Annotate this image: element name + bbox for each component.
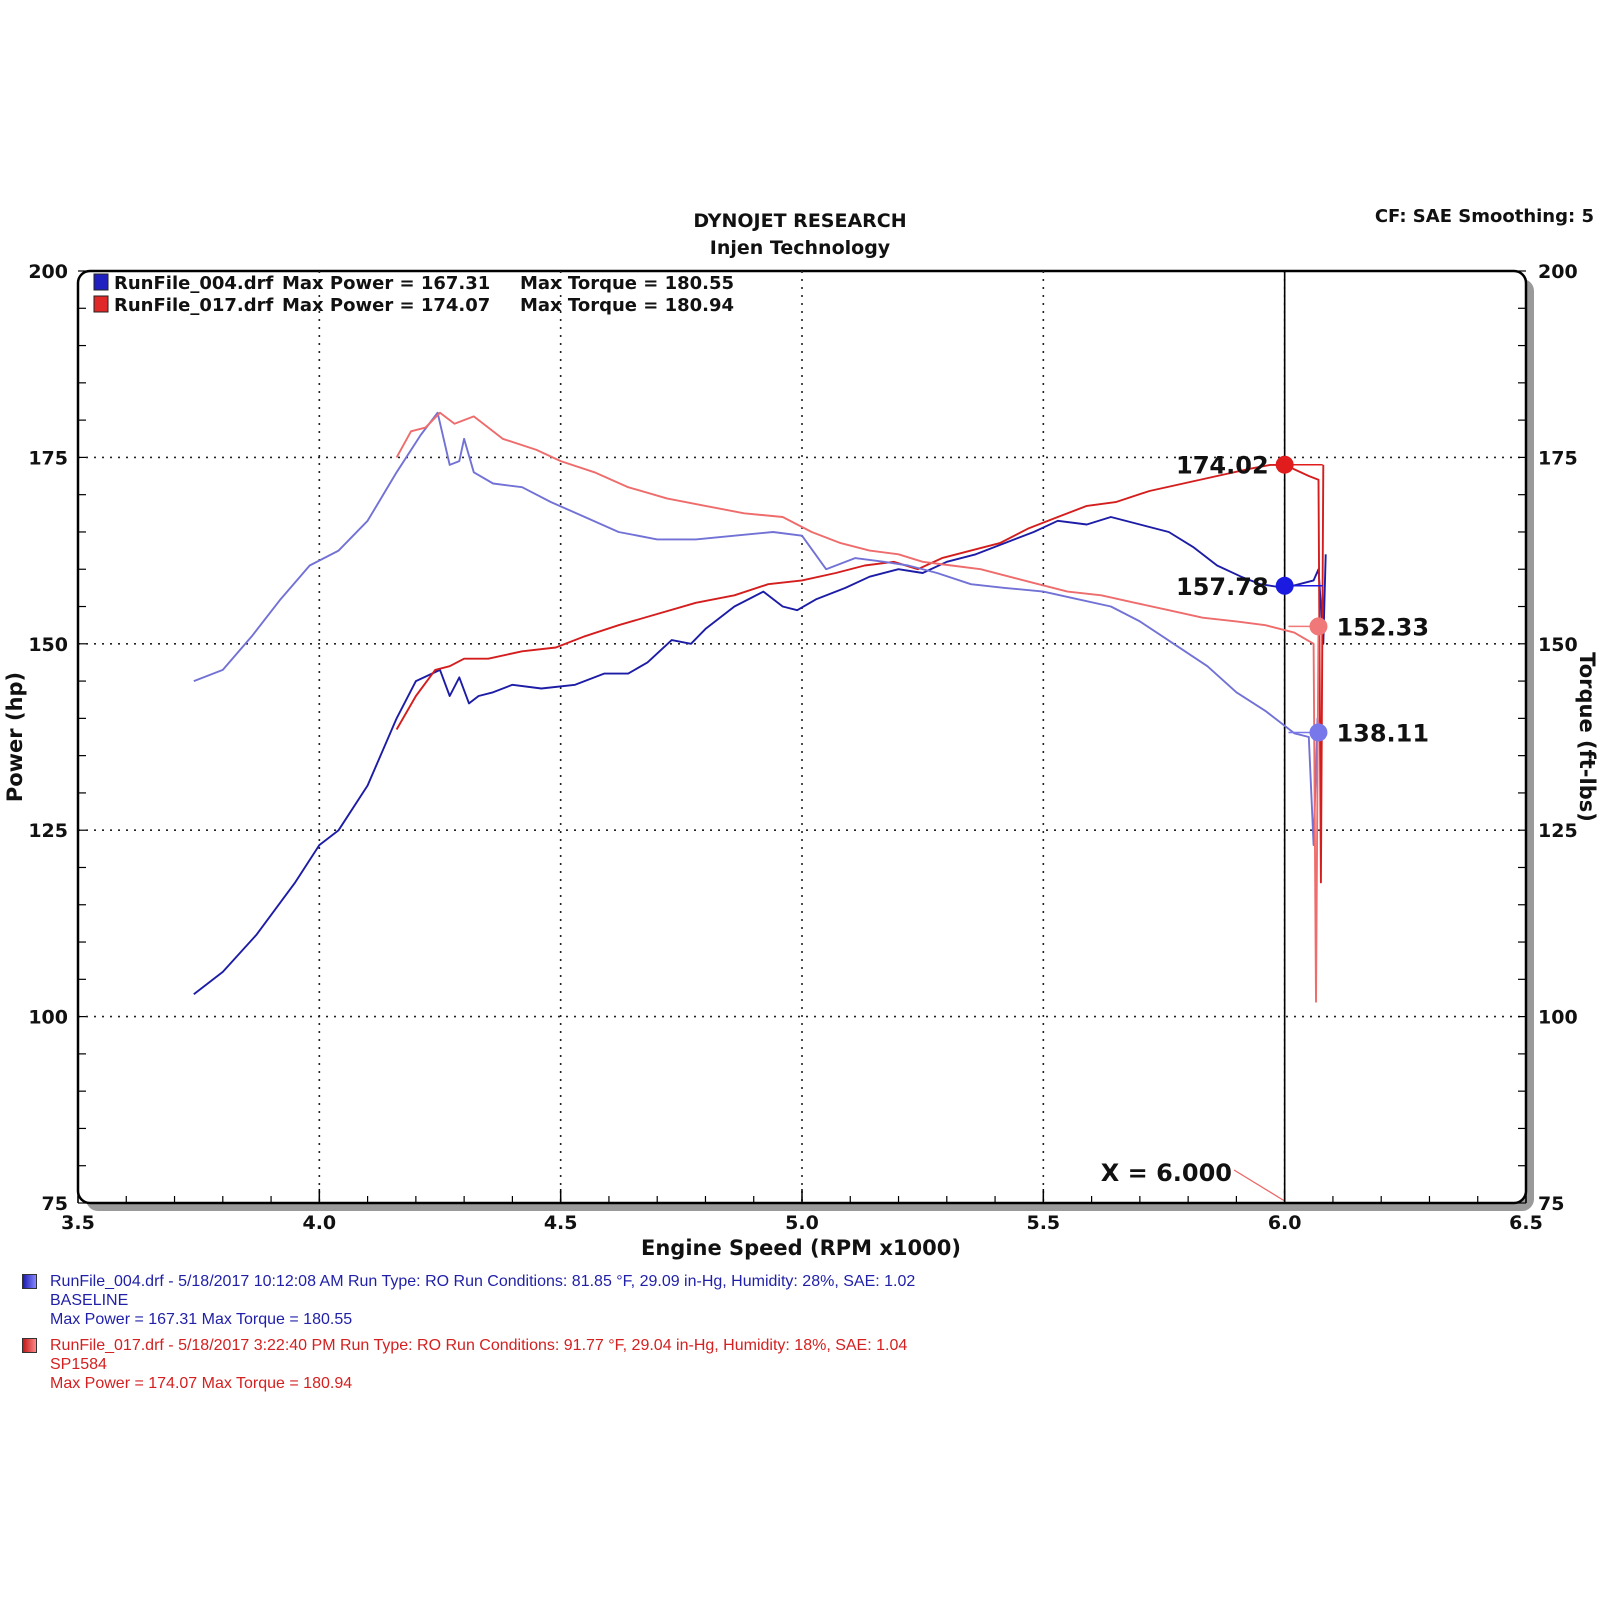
- y-tick-label: 175: [28, 447, 68, 469]
- run-name: BASELINE: [50, 1292, 129, 1309]
- marker-value-label: 138.11: [1336, 719, 1429, 747]
- marker-dot: [1309, 723, 1328, 742]
- legend-maxtorque-run-017: Max Torque = 180.94: [520, 295, 734, 316]
- x-tick-label: 6.0: [1268, 1212, 1302, 1234]
- y2-tick-label: 100: [1538, 1007, 1578, 1029]
- marker-value-label: 152.33: [1336, 613, 1429, 641]
- series-layer: [193, 411, 1327, 1003]
- run-info-panel: RunFile_004.drf - 5/18/2017 10:12:08 AM …: [22, 1272, 1022, 1400]
- legend-maxtorque-run-004: Max Torque = 180.55: [520, 273, 734, 294]
- y2-tick-label: 175: [1538, 447, 1578, 469]
- grid: [78, 271, 1526, 1203]
- y-tick-label: 150: [28, 634, 68, 656]
- chart-subtitle: Injen Technology: [710, 237, 891, 259]
- chart-settings: CF: SAE Smoothing: 5: [1375, 206, 1594, 227]
- run-max-values: Max Power = 174.07 Max Torque = 180.94: [50, 1375, 353, 1392]
- legend-swatch-run-004: [93, 273, 109, 291]
- y2-tick-label: 75: [1538, 1193, 1564, 1215]
- y2-tick-label: 150: [1538, 634, 1578, 656]
- run-max-values: Max Power = 167.31 Max Torque = 180.55: [50, 1311, 353, 1328]
- series-line-torque-runfile-004-drf: [193, 411, 1322, 847]
- marker-dot: [1275, 576, 1294, 595]
- x-tick-label: 4.0: [302, 1212, 336, 1234]
- series-line-power-runfile-004-drf: [193, 516, 1327, 995]
- x-tick-label: 5.5: [1026, 1212, 1060, 1234]
- x-tick-label: 6.5: [1509, 1212, 1543, 1234]
- run-info-017: RunFile_017.drf - 5/18/2017 3:22:40 PM R…: [22, 1336, 1022, 1393]
- run-info-004: RunFile_004.drf - 5/18/2017 10:12:08 AM …: [22, 1272, 1022, 1329]
- x-tick-label: 3.5: [61, 1212, 95, 1234]
- legend-swatch-run-017: [93, 295, 109, 313]
- y-tick-label: 100: [28, 1007, 68, 1029]
- marker-value-label: 174.02: [1176, 452, 1269, 480]
- y-axis-label: Power (hp): [3, 672, 27, 802]
- markers-layer: 174.02 157.78 152.33 138.11: [1176, 452, 1429, 748]
- cursor-leader: [1233, 1169, 1286, 1202]
- run-swatch-017: [22, 1338, 37, 1353]
- run-swatch-004: [22, 1274, 37, 1289]
- legend-file-run-004: RunFile_004.drf: [114, 273, 274, 294]
- y-tick-label: 125: [28, 820, 68, 842]
- chart-title: DYNOJET RESEARCH: [693, 210, 906, 232]
- y-tick-label: 200: [28, 261, 68, 283]
- y2-tick-label: 200: [1538, 261, 1578, 283]
- legend-maxpower-run-017: Max Power = 174.07: [282, 295, 490, 316]
- x-axis-label: Engine Speed (RPM x1000): [641, 1236, 961, 1260]
- y2-axis-label: Torque (ft-lbs): [1575, 652, 1599, 822]
- run-conditions: RunFile_004.drf - 5/18/2017 10:12:08 AM …: [50, 1273, 916, 1290]
- y2-tick-label: 125: [1538, 820, 1578, 842]
- x-tick-label: 5.0: [785, 1212, 819, 1234]
- series-line-torque-runfile-017-drf: [395, 411, 1320, 1003]
- x-tick-label: 4.5: [544, 1212, 578, 1234]
- run-name: SP1584: [50, 1356, 107, 1373]
- marker-value-label: 157.78: [1176, 573, 1269, 601]
- marker-dot: [1309, 617, 1328, 636]
- y-tick-label: 75: [42, 1193, 68, 1215]
- legend-file-run-017: RunFile_017.drf: [114, 295, 274, 316]
- legend: RunFile_004.drf Max Power = 167.31 Max T…: [93, 273, 734, 316]
- marker-dot: [1275, 455, 1294, 474]
- cursor-label: X = 6.000: [1101, 1159, 1232, 1187]
- run-conditions: RunFile_017.drf - 5/18/2017 3:22:40 PM R…: [50, 1337, 908, 1354]
- legend-maxpower-run-004: Max Power = 167.31: [282, 273, 490, 294]
